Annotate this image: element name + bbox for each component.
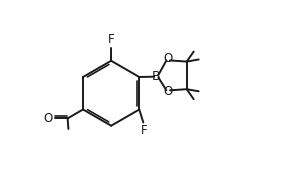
Text: O: O <box>44 112 53 125</box>
Text: B: B <box>152 70 161 83</box>
Text: F: F <box>108 33 114 46</box>
Text: O: O <box>163 86 173 98</box>
Text: O: O <box>163 52 173 65</box>
Text: F: F <box>141 124 148 137</box>
